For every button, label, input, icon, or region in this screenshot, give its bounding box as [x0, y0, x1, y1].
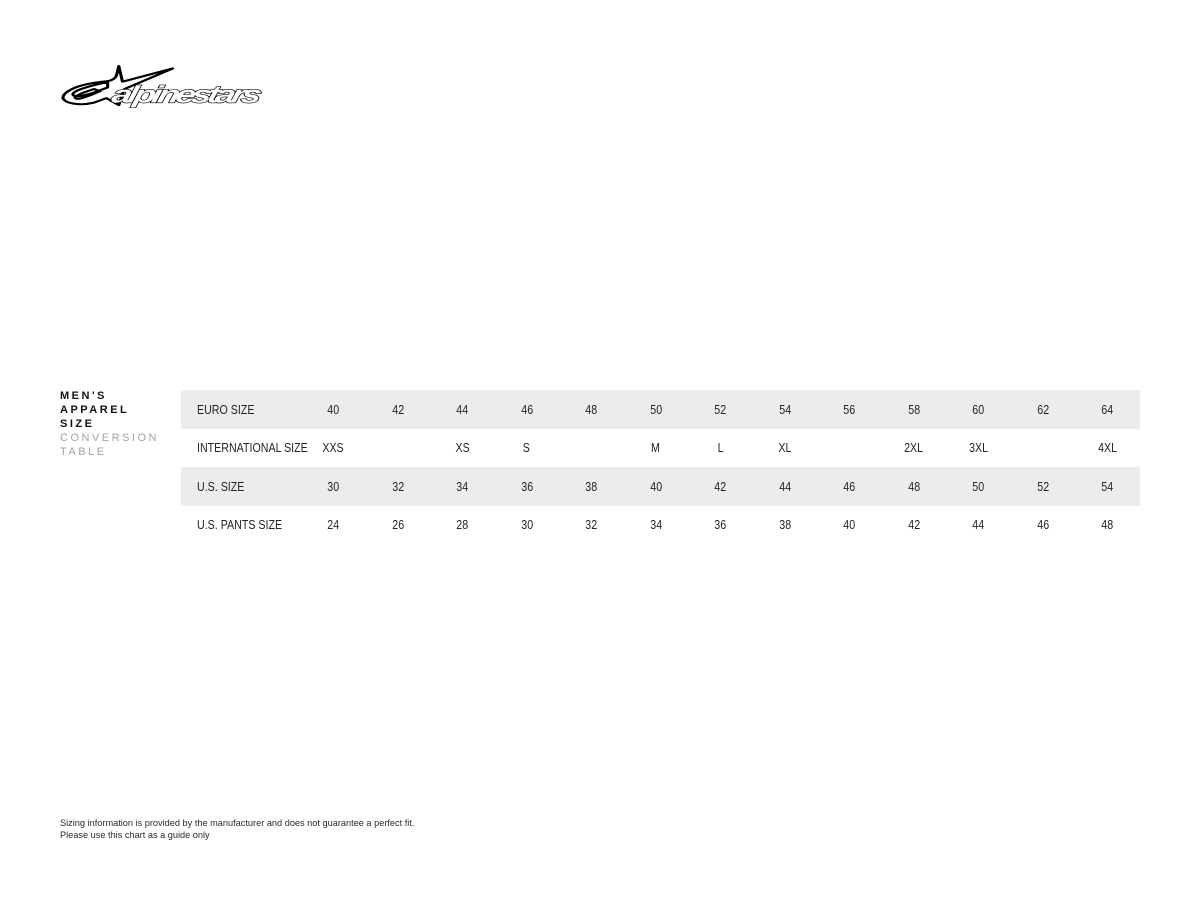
svg-text:alpinestars: alpinestars — [109, 81, 262, 108]
